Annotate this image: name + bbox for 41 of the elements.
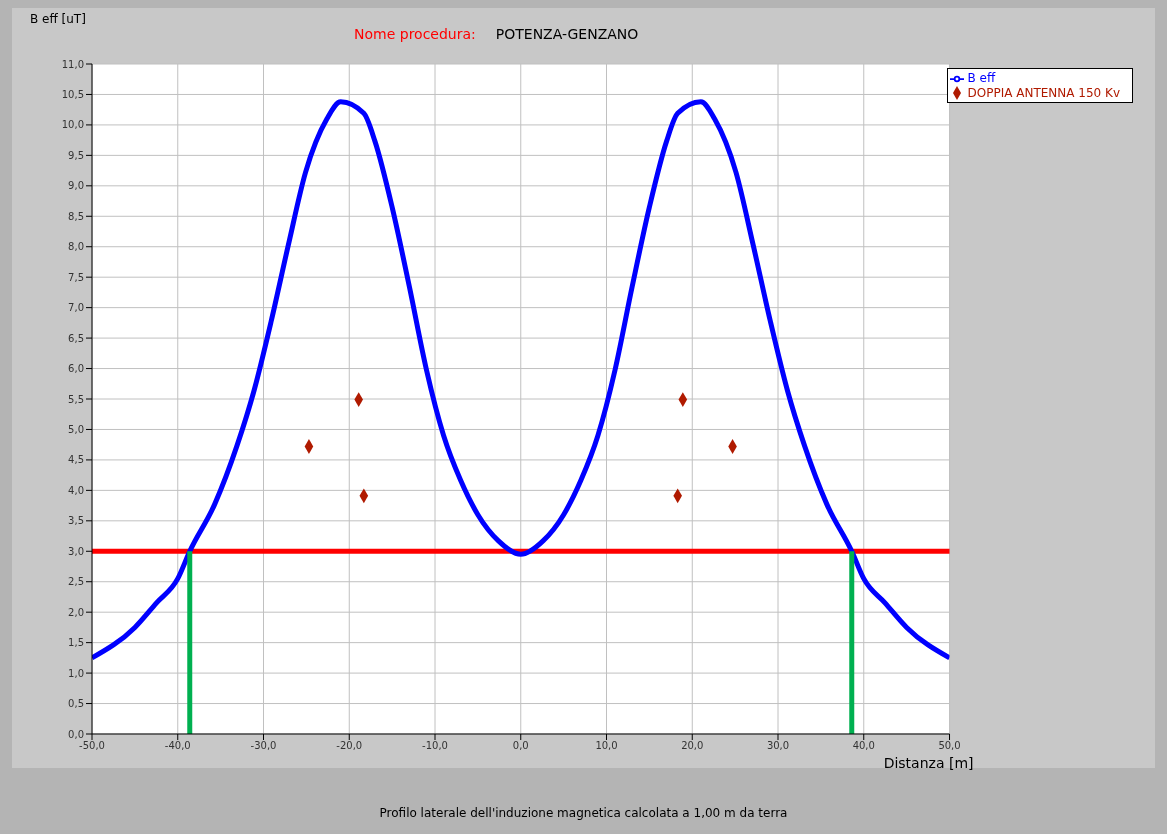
y-tick-label: 5,0 — [68, 424, 84, 435]
y-tick-label: 5,5 — [68, 393, 84, 405]
x-axis-title: Distanza [m] — [883, 755, 974, 771]
y-tick-label: 3,5 — [68, 515, 84, 527]
y-tick-label: 3,0 — [68, 545, 84, 557]
chart-title: POTENZA-GENZANO — [495, 26, 639, 42]
x-tick-label: 10,0 — [595, 740, 618, 752]
x-tick-label: -10,0 — [422, 740, 448, 752]
legend-label: DOPPIA ANTENNA 150 Kv — [967, 85, 1120, 100]
x-tick-label: 20,0 — [681, 740, 704, 752]
legend-label: B eff — [967, 71, 996, 85]
y-axis-title: B eff [uT] — [30, 12, 86, 26]
y-tick-label: 10,5 — [61, 89, 84, 100]
y-tick-label: 8,5 — [68, 210, 84, 222]
x-tick-label: 40,0 — [852, 740, 875, 752]
y-tick-label: 6,0 — [68, 363, 84, 375]
y-tick-label: 6,5 — [68, 332, 84, 344]
y-tick-label: 7,5 — [68, 271, 84, 283]
y-tick-label: 7,0 — [68, 302, 84, 314]
x-tick-label: -20,0 — [336, 740, 363, 752]
y-tick-label: 1,5 — [68, 637, 84, 649]
y-tick-label: 8,0 — [68, 241, 84, 253]
y-tick-label: 2,5 — [68, 576, 84, 588]
x-tick-label: 50,0 — [938, 740, 961, 752]
x-tick-label: 30,0 — [766, 740, 790, 752]
y-tick-label: 0,0 — [68, 728, 84, 740]
y-tick-label: 4,5 — [68, 454, 84, 466]
y-tick-label: 11,0 — [61, 58, 84, 70]
y-tick-label: 1,0 — [68, 667, 84, 679]
y-tick-label: 0,5 — [68, 698, 84, 710]
x-tick-label: -50,0 — [79, 740, 105, 752]
y-tick-label: 2,0 — [68, 606, 84, 618]
x-tick-label: -30,0 — [250, 740, 277, 752]
text: Profilo laterale dell'induzione magnetica calcolata a 1,00 m da terra — [378, 806, 789, 820]
chart-subtitle: Nome procedura: — [354, 26, 476, 42]
y-tick-label: 9,5 — [68, 149, 84, 161]
x-tick-label: -40,0 — [164, 740, 191, 752]
y-tick-label: 10,0 — [61, 119, 84, 131]
y-tick-label: 9,0 — [68, 180, 84, 192]
x-tick-label: 0,0 — [512, 740, 529, 752]
y-tick-label: 4,0 — [68, 484, 84, 496]
